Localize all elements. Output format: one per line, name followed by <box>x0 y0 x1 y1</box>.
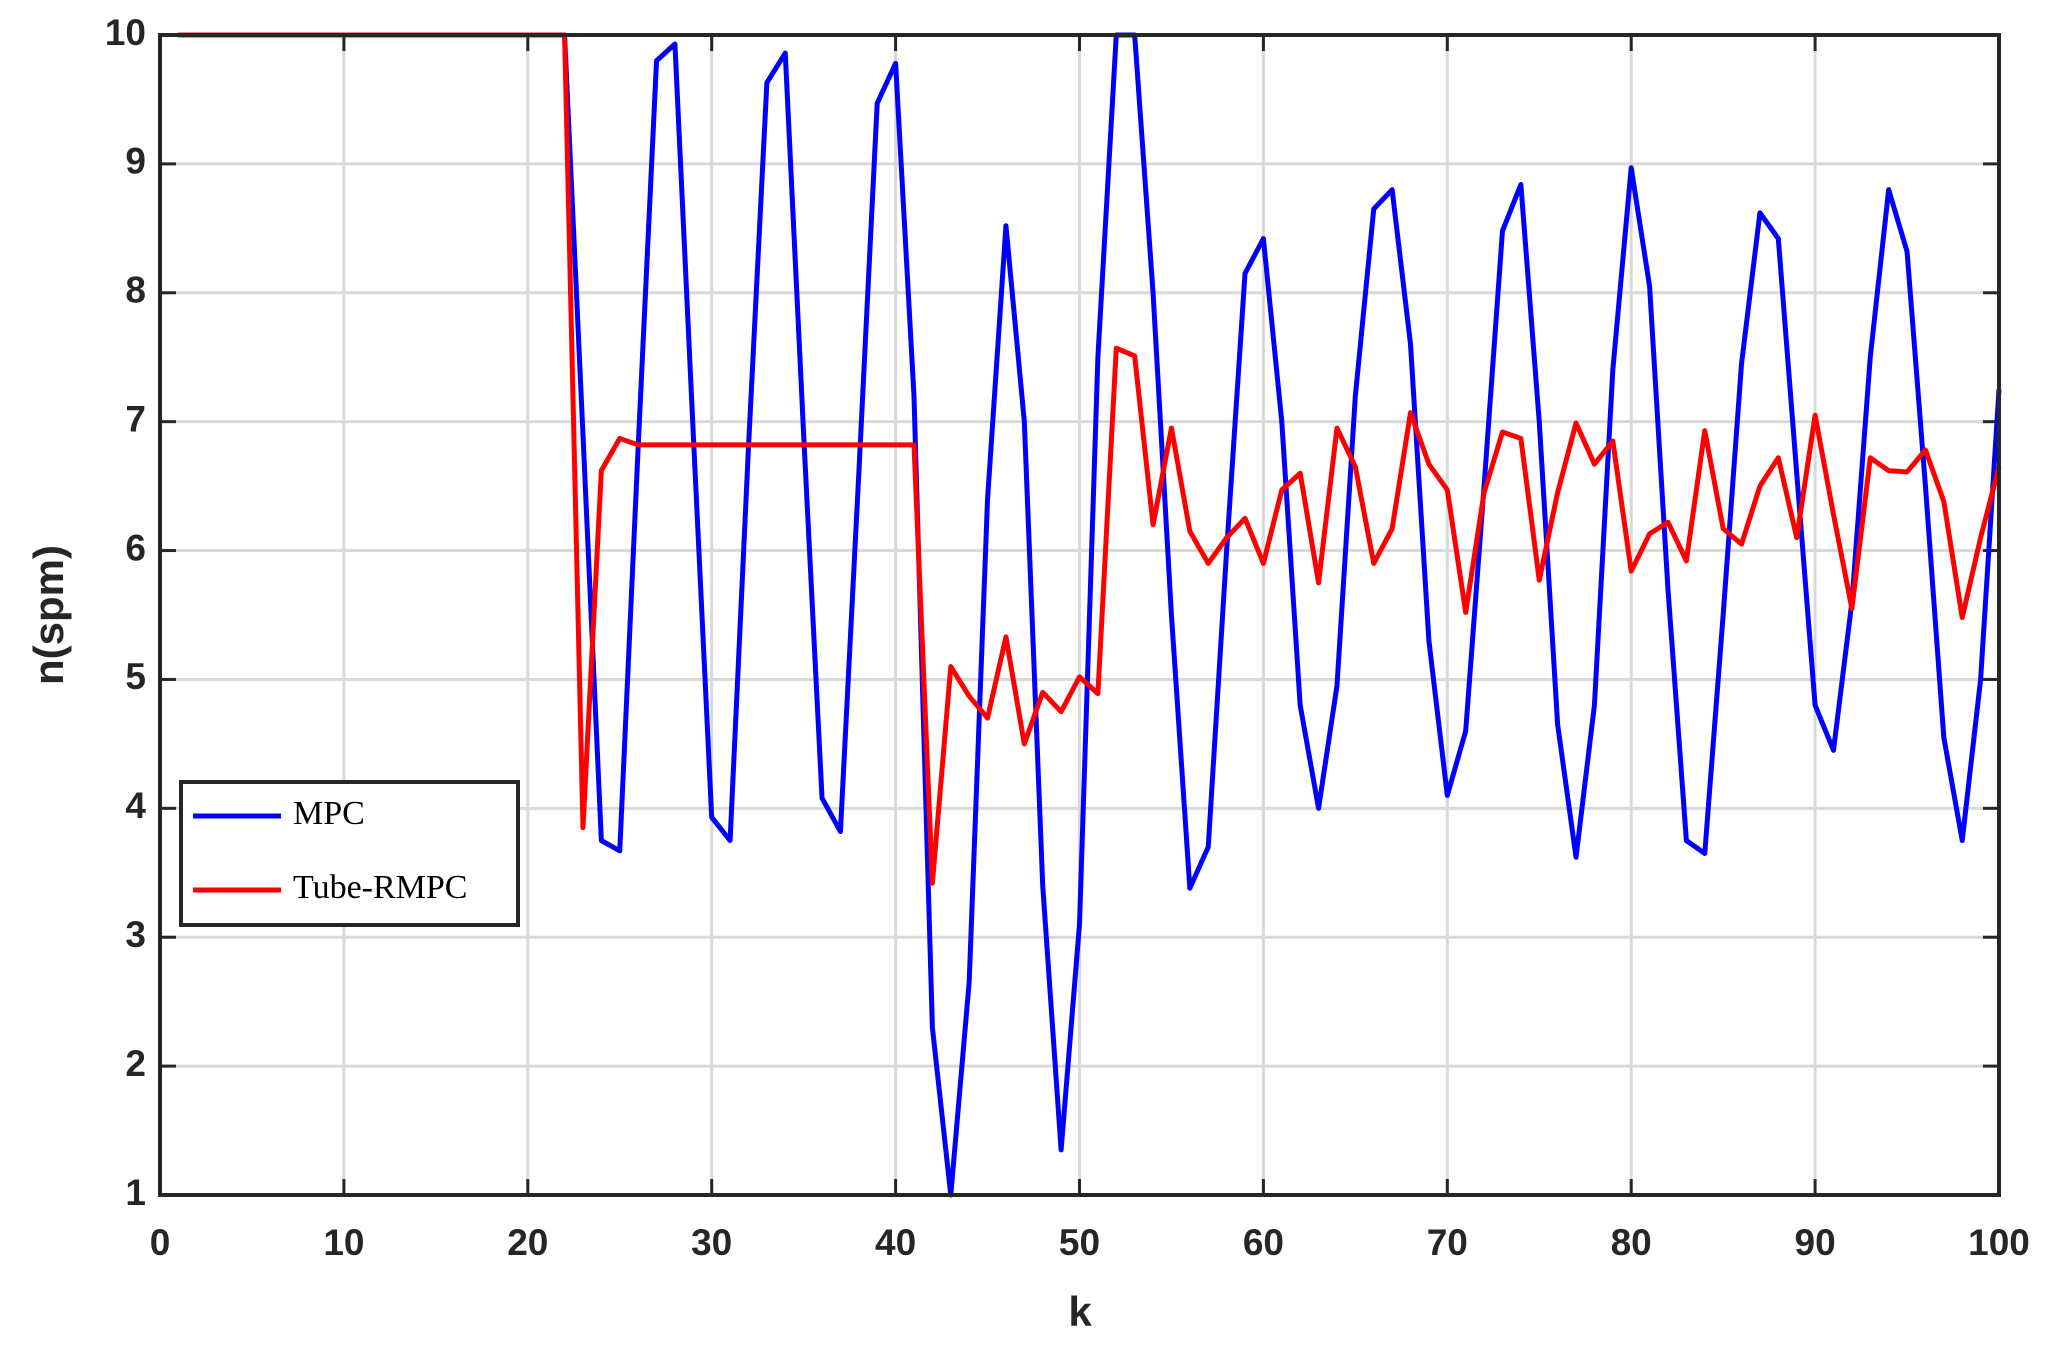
x-tick-label: 100 <box>1968 1222 2030 1263</box>
y-tick-label: 2 <box>125 1043 146 1084</box>
legend-box <box>179 780 520 927</box>
legend-label: Tube-RMPC <box>293 869 467 906</box>
legend-label: MPC <box>293 795 365 832</box>
x-tick-label: 40 <box>875 1222 916 1263</box>
plot-frame <box>158 33 2001 1197</box>
series-line <box>178 32 2002 1198</box>
x-tick-label: 20 <box>507 1222 548 1263</box>
y-axis-label: n(spm) <box>25 545 72 685</box>
x-axis-label: k <box>1068 1288 1092 1335</box>
x-tick-label: 30 <box>691 1222 732 1263</box>
y-tick-label: 4 <box>125 785 146 826</box>
y-tick-label: 1 <box>125 1172 146 1213</box>
y-tick-label: 5 <box>125 656 146 697</box>
series-line <box>178 32 2002 886</box>
x-tick-label: 80 <box>1611 1222 1652 1263</box>
x-tick-label: 70 <box>1427 1222 1468 1263</box>
x-tick-label: 50 <box>1059 1222 1100 1263</box>
x-tick-label: 60 <box>1243 1222 1284 1263</box>
x-tick-label: 10 <box>323 1222 364 1263</box>
y-tick-label: 10 <box>105 12 146 53</box>
y-tick-label: 7 <box>125 398 146 439</box>
y-tick-label: 8 <box>125 270 146 311</box>
y-tick-label: 3 <box>125 914 146 955</box>
x-tick-label: 90 <box>1795 1222 1836 1263</box>
y-tick-label: 9 <box>125 141 146 182</box>
x-tick-label: 0 <box>150 1222 171 1263</box>
y-tick-label: 6 <box>125 527 146 568</box>
